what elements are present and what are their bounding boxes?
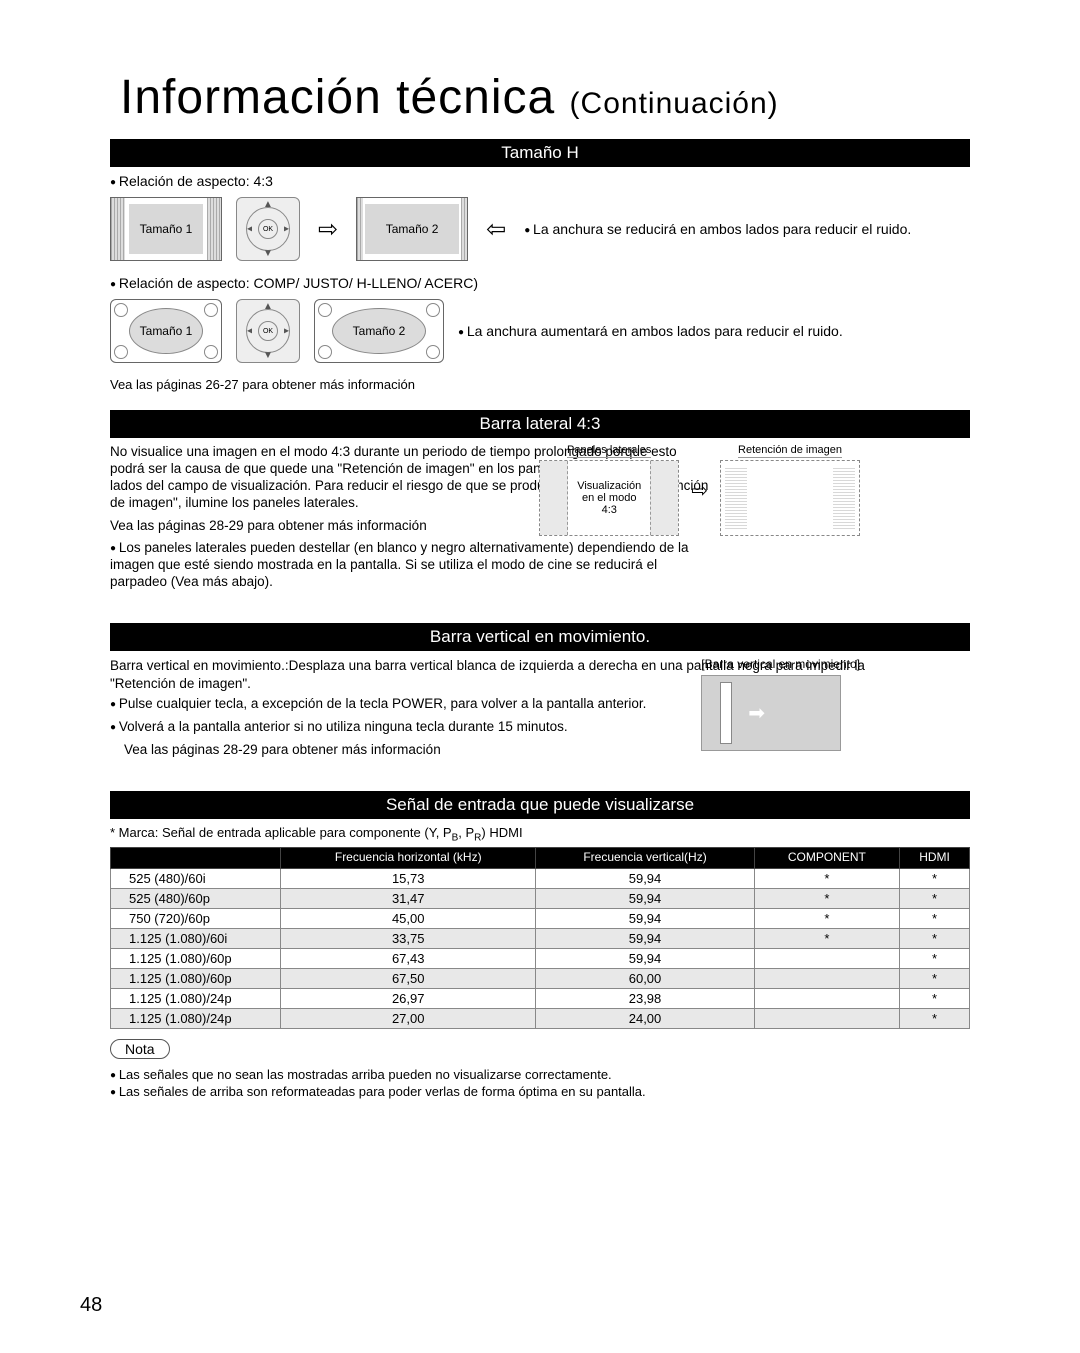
table-cell: 60,00 bbox=[536, 968, 754, 988]
table-cell: 1.125 (1.080)/24p bbox=[111, 988, 281, 1008]
table-col-4: HDMI bbox=[900, 848, 970, 868]
fig-right-label: Retención de imagen bbox=[738, 444, 842, 458]
tamano-row-1: Tamaño 1 OK ▲▼◂▸ ⇨ Tamaño 2 ⇦ La anchura… bbox=[110, 197, 970, 261]
fig-left-label: Paneles laterales bbox=[567, 444, 651, 458]
table-cell: 1.125 (1.080)/60i bbox=[111, 928, 281, 948]
table-cell: 59,94 bbox=[536, 928, 754, 948]
arrow-right-icon: ⇨ bbox=[314, 215, 342, 244]
fig-center-text: Visualización en el modo 4:3 bbox=[575, 480, 644, 516]
fig-paneles-laterales: Paneles laterales Visualización en el mo… bbox=[539, 444, 679, 536]
aspect-ratio-note-1: Relación de aspecto: 4:3 bbox=[110, 173, 970, 189]
title-main: Información técnica bbox=[120, 71, 555, 124]
table-cell: * bbox=[900, 1008, 970, 1028]
table-row: 1.125 (1.080)/60p67,5060,00 * bbox=[111, 968, 970, 988]
table-cell: * bbox=[754, 908, 900, 928]
tamano-more-info: Vea las páginas 26-27 para obtener más i… bbox=[110, 377, 970, 392]
side-text-1: La anchura se reducirá en ambos lados pa… bbox=[524, 221, 911, 237]
size2-label: Tamaño 2 bbox=[386, 222, 439, 236]
table-cell: 45,00 bbox=[281, 908, 536, 928]
table-cell: 1.125 (1.080)/60p bbox=[111, 968, 281, 988]
table-row: 1.125 (1.080)/60p67,4359,94 * bbox=[111, 948, 970, 968]
barra-lateral-bullet: Los paneles laterales pueden destellar (… bbox=[110, 540, 710, 591]
table-cell: * bbox=[754, 868, 900, 888]
table-cell bbox=[754, 948, 900, 968]
table-col-1: Frecuencia horizontal (kHz) bbox=[281, 848, 536, 868]
table-cell: 27,00 bbox=[281, 1008, 536, 1028]
table-cell: 525 (480)/60i bbox=[111, 868, 281, 888]
table-cell: 15,73 bbox=[281, 868, 536, 888]
size1-diagram-43: Tamaño 1 bbox=[110, 197, 222, 261]
table-cell bbox=[754, 1008, 900, 1028]
table-row: 525 (480)/60i15,7359,94** bbox=[111, 868, 970, 888]
table-cell: 26,97 bbox=[281, 988, 536, 1008]
nav-pad-icon-2: OK ▲▼◂▸ bbox=[236, 299, 300, 363]
table-col-0 bbox=[111, 848, 281, 868]
table-cell: 67,43 bbox=[281, 948, 536, 968]
table-cell: * bbox=[900, 888, 970, 908]
size1-diagram-wide: Tamaño 1 bbox=[110, 299, 222, 363]
table-cell: 1.125 (1.080)/24p bbox=[111, 1008, 281, 1028]
table-cell: 59,94 bbox=[536, 888, 754, 908]
table-row: 1.125 (1.080)/60i33,7559,94** bbox=[111, 928, 970, 948]
senal-note: * Marca: Señal de entrada aplicable para… bbox=[110, 825, 970, 844]
table-cell: * bbox=[754, 888, 900, 908]
table-row: 525 (480)/60p31,4759,94** bbox=[111, 888, 970, 908]
table-cell: 750 (720)/60p bbox=[111, 908, 281, 928]
table-cell: 1.125 (1.080)/60p bbox=[111, 948, 281, 968]
nota-bullet-2: Las señales de arriba son reformateadas … bbox=[110, 1084, 970, 1099]
table-row: 1.125 (1.080)/24p27,0024,00 * bbox=[111, 1008, 970, 1028]
bv-desc-label: Barra vertical en movimiento.: bbox=[110, 658, 289, 673]
table-cell: 33,75 bbox=[281, 928, 536, 948]
table-cell: 23,98 bbox=[536, 988, 754, 1008]
section-header-senal: Señal de entrada que puede visualizarse bbox=[110, 791, 970, 819]
bv-fig-screen: ➡ bbox=[701, 675, 841, 751]
size2-label-wide: Tamaño 2 bbox=[353, 324, 406, 338]
table-cell bbox=[754, 968, 900, 988]
table-cell: 59,94 bbox=[536, 908, 754, 928]
arrow-right-icon-3: ➡ bbox=[748, 701, 765, 726]
section-header-tamano-h: Tamaño H bbox=[110, 139, 970, 167]
table-cell: * bbox=[900, 908, 970, 928]
table-cell: 67,50 bbox=[281, 968, 536, 988]
table-cell: 59,94 bbox=[536, 948, 754, 968]
page-title: Información técnica (Continuación) bbox=[120, 70, 970, 125]
signal-table: Frecuencia horizontal (kHz) Frecuencia v… bbox=[110, 847, 970, 1028]
size2-diagram-43: Tamaño 2 bbox=[356, 197, 468, 261]
table-cell bbox=[754, 988, 900, 1008]
table-cell: 31,47 bbox=[281, 888, 536, 908]
table-cell: 24,00 bbox=[536, 1008, 754, 1028]
table-row: 750 (720)/60p45,0059,94** bbox=[111, 908, 970, 928]
page-number: 48 bbox=[80, 1294, 102, 1317]
section-header-barra-vertical: Barra vertical en movimiento. bbox=[110, 623, 970, 651]
fig-retencion-imagen: Retención de imagen bbox=[720, 444, 860, 536]
bv-fig-caption: [Barra vertical en movimiento] bbox=[701, 657, 860, 671]
side-text-2: La anchura aumentará en ambos lados para… bbox=[458, 323, 843, 339]
table-cell: 525 (480)/60p bbox=[111, 888, 281, 908]
table-cell: 59,94 bbox=[536, 868, 754, 888]
aspect-ratio-note-2: Relación de aspecto: COMP/ JUSTO/ H-LLEN… bbox=[110, 275, 970, 291]
size2-diagram-wide: Tamaño 2 bbox=[314, 299, 444, 363]
table-cell: * bbox=[900, 868, 970, 888]
arrow-right-icon-2: ⇨ bbox=[691, 478, 708, 503]
tamano-row-2: Tamaño 1 OK ▲▼◂▸ Tamaño 2 La anchura aum… bbox=[110, 299, 970, 363]
table-cell: * bbox=[900, 968, 970, 988]
arrow-left-icon: ⇦ bbox=[482, 215, 510, 244]
table-col-3: COMPONENT bbox=[754, 848, 900, 868]
table-row: 1.125 (1.080)/24p26,9723,98 * bbox=[111, 988, 970, 1008]
table-col-2: Frecuencia vertical(Hz) bbox=[536, 848, 754, 868]
nota-label: Nota bbox=[110, 1039, 170, 1059]
size1-label-wide: Tamaño 1 bbox=[140, 324, 193, 338]
ok-button-label-2: OK bbox=[258, 321, 278, 341]
nota-bullet-1: Las señales que no sean las mostradas ar… bbox=[110, 1067, 970, 1082]
table-cell: * bbox=[900, 948, 970, 968]
section-header-barra-lateral: Barra lateral 4:3 bbox=[110, 410, 970, 438]
table-cell: * bbox=[754, 928, 900, 948]
ok-button-label: OK bbox=[258, 219, 278, 239]
title-continuation: (Continuación) bbox=[570, 87, 779, 120]
table-cell: * bbox=[900, 928, 970, 948]
size1-label: Tamaño 1 bbox=[140, 222, 193, 236]
nav-pad-icon: OK ▲▼◂▸ bbox=[236, 197, 300, 261]
table-cell: * bbox=[900, 988, 970, 1008]
